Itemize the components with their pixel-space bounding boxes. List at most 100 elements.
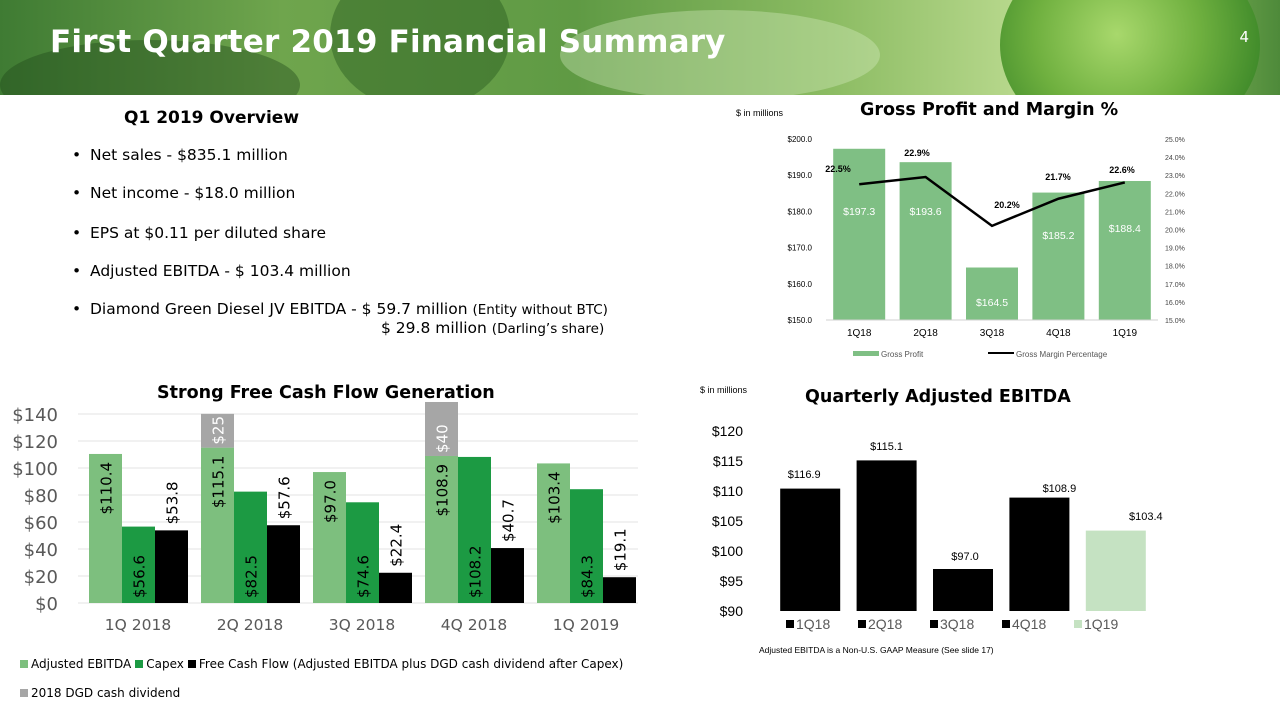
- overview-title: Q1 2019 Overview: [124, 108, 300, 128]
- fcf-y-tick: $120: [12, 432, 58, 453]
- gp-margin-line: [859, 175, 1126, 228]
- fcf-free-cash-bar: [267, 525, 300, 603]
- fcf-dgd-dividend-bar: [201, 413, 234, 448]
- eb-bar-label: $97.0: [951, 551, 979, 563]
- bullet-note: (Entity without BTC): [472, 302, 608, 318]
- eb-chart-title: Quarterly Adjusted EBITDA: [805, 387, 1071, 407]
- eb-y-tick: $105: [712, 513, 743, 529]
- gp-x-tick: 1Q18: [847, 328, 872, 339]
- gp-bar-label: $193.6: [910, 206, 942, 218]
- fcf-ebitda-bar: [425, 455, 458, 603]
- gp-legend-label: Gross Profit: [881, 350, 924, 359]
- fcf-legend: Adjusted EBITDA Capex Free Cash Flow (Ad…: [20, 656, 627, 714]
- eb-bar: [856, 460, 917, 611]
- fcf-ebitda-bar: [89, 453, 122, 603]
- gp-y2-tick: 19.0%: [1165, 246, 1185, 253]
- gp-y2-tick: 15.0%: [1165, 318, 1185, 325]
- fcf-bar-label: $108.9: [434, 464, 452, 517]
- legend-label: Free Cash Flow (Adjusted EBITDA plus DGD…: [198, 656, 624, 671]
- eb-bar: [933, 569, 993, 611]
- fcf-capex-bar: [122, 526, 155, 603]
- fcf-bar-label: $84.3: [579, 555, 597, 598]
- gp-bar-label: $197.3: [843, 206, 875, 218]
- gp-y2-tick: 21.0%: [1165, 209, 1185, 216]
- fcf-bar-label: $74.6: [355, 555, 373, 598]
- fcf-y-tick: $0: [35, 594, 58, 615]
- eb-legend-label: 4Q18: [1012, 616, 1046, 632]
- fcf-bar-label: $40: [434, 424, 452, 453]
- gp-chart-title: Gross Profit and Margin %: [860, 100, 1119, 120]
- fcf-ebitda-bar: [537, 463, 570, 603]
- gp-margin-label: 22.9%: [904, 148, 930, 158]
- legend-item: Free Cash Flow (Adjusted EBITDA plus DGD…: [187, 656, 624, 671]
- gp-y-tick: $180.0: [788, 207, 813, 216]
- eb-bar: [780, 488, 841, 611]
- legend-item: 2018 DGD cash dividend: [20, 686, 180, 700]
- eb-legend-swatch: [1074, 620, 1082, 628]
- fcf-bar-label: $110.4: [98, 462, 116, 514]
- legend-swatch: [187, 659, 196, 668]
- overview-bullet: • Adjusted EBITDA - $ 103.4 million: [72, 262, 351, 280]
- eb-legend-label: 2Q18: [868, 616, 902, 632]
- fcf-capex-bar: [346, 502, 379, 603]
- fcf-free-cash-bar: [603, 577, 636, 603]
- fcf-bar-label: $25: [210, 416, 228, 445]
- fcf-x-tick: 1Q 2018: [105, 616, 171, 634]
- fcf-bar-label: $19.1: [612, 528, 630, 571]
- eb-bar-label: $103.4: [1129, 511, 1163, 523]
- fcf-bar-label: $103.4: [546, 471, 564, 524]
- gp-bar: [899, 162, 952, 320]
- banner-decoration: [330, 0, 510, 95]
- gp-x-tick: 4Q18: [1046, 328, 1071, 339]
- bullet-text: Adjusted EBITDA - $ 103.4 million: [90, 262, 351, 280]
- fcf-bar-label: $56.6: [131, 555, 149, 598]
- eb-y-tick: $100: [712, 543, 743, 559]
- fcf-y-tick: $60: [24, 513, 58, 534]
- overview-bullet: • Net income - $18.0 million: [72, 184, 296, 202]
- legend-item: Capex: [135, 657, 184, 671]
- fcf-ebitda-bar: [201, 447, 234, 603]
- ebitda-footnote: Adjusted EBITDA is a Non-U.S. GAAP Measu…: [759, 645, 994, 655]
- dgd-share-line: $ 29.8 million (Darling’s share): [381, 319, 604, 337]
- gp-y2-tick: 23.0%: [1165, 173, 1185, 180]
- fcf-x-tick: 4Q 2018: [441, 616, 507, 634]
- fcf-y-tick: $100: [12, 459, 58, 480]
- gp-y2-tick: 18.0%: [1165, 264, 1185, 271]
- gp-margin-label: 21.7%: [1045, 172, 1071, 182]
- dgd-share-note: (Darling’s share): [491, 321, 605, 337]
- fcf-bar-label: $40.7: [500, 499, 518, 542]
- fcf-y-tick: $80: [24, 486, 58, 507]
- eb-legend-swatch: [786, 620, 794, 628]
- eb-legend-swatch: [930, 620, 938, 628]
- legend-swatch: [20, 659, 28, 668]
- eb-legend-swatch: [858, 620, 866, 628]
- gp-margin-label: 20.2%: [994, 200, 1020, 210]
- fcf-chart-title: Strong Free Cash Flow Generation: [157, 383, 495, 403]
- eb-legend-label: 3Q18: [940, 616, 974, 632]
- gp-margin-label: 22.5%: [825, 164, 851, 174]
- fcf-bar-label: $53.8: [164, 481, 182, 524]
- gp-y-tick: $160.0: [788, 280, 813, 289]
- gp-y-tick: $190.0: [788, 171, 813, 180]
- eb-legend-label: 1Q18: [796, 616, 830, 632]
- fcf-y-tick: $140: [12, 405, 58, 426]
- legend-swatch: [20, 688, 28, 697]
- gp-y-tick: $170.0: [788, 244, 813, 253]
- eb-y-tick: $110: [713, 483, 743, 499]
- fcf-bar-label: $82.5: [243, 555, 261, 598]
- legend-label: Capex: [146, 656, 184, 671]
- bullet-text: Net income - $18.0 million: [90, 184, 296, 202]
- gp-y2-tick: 24.0%: [1165, 155, 1185, 162]
- fcf-bar-label: $22.4: [388, 524, 406, 567]
- fcf-capex-bar: [234, 491, 267, 603]
- gp-margin-label: 22.6%: [1109, 165, 1135, 175]
- globe-icon: [1000, 0, 1260, 95]
- gp-y2-tick: 22.0%: [1165, 191, 1185, 198]
- fcf-x-tick: 1Q 2019: [553, 616, 619, 634]
- overview-bullet: • EPS at $0.11 per diluted share: [72, 224, 327, 242]
- fcf-capex-bar: [458, 456, 491, 603]
- fcf-bar-label: $57.6: [276, 476, 294, 519]
- legend-swatch: [135, 659, 144, 668]
- legend-label: Adjusted EBITDA: [31, 656, 132, 671]
